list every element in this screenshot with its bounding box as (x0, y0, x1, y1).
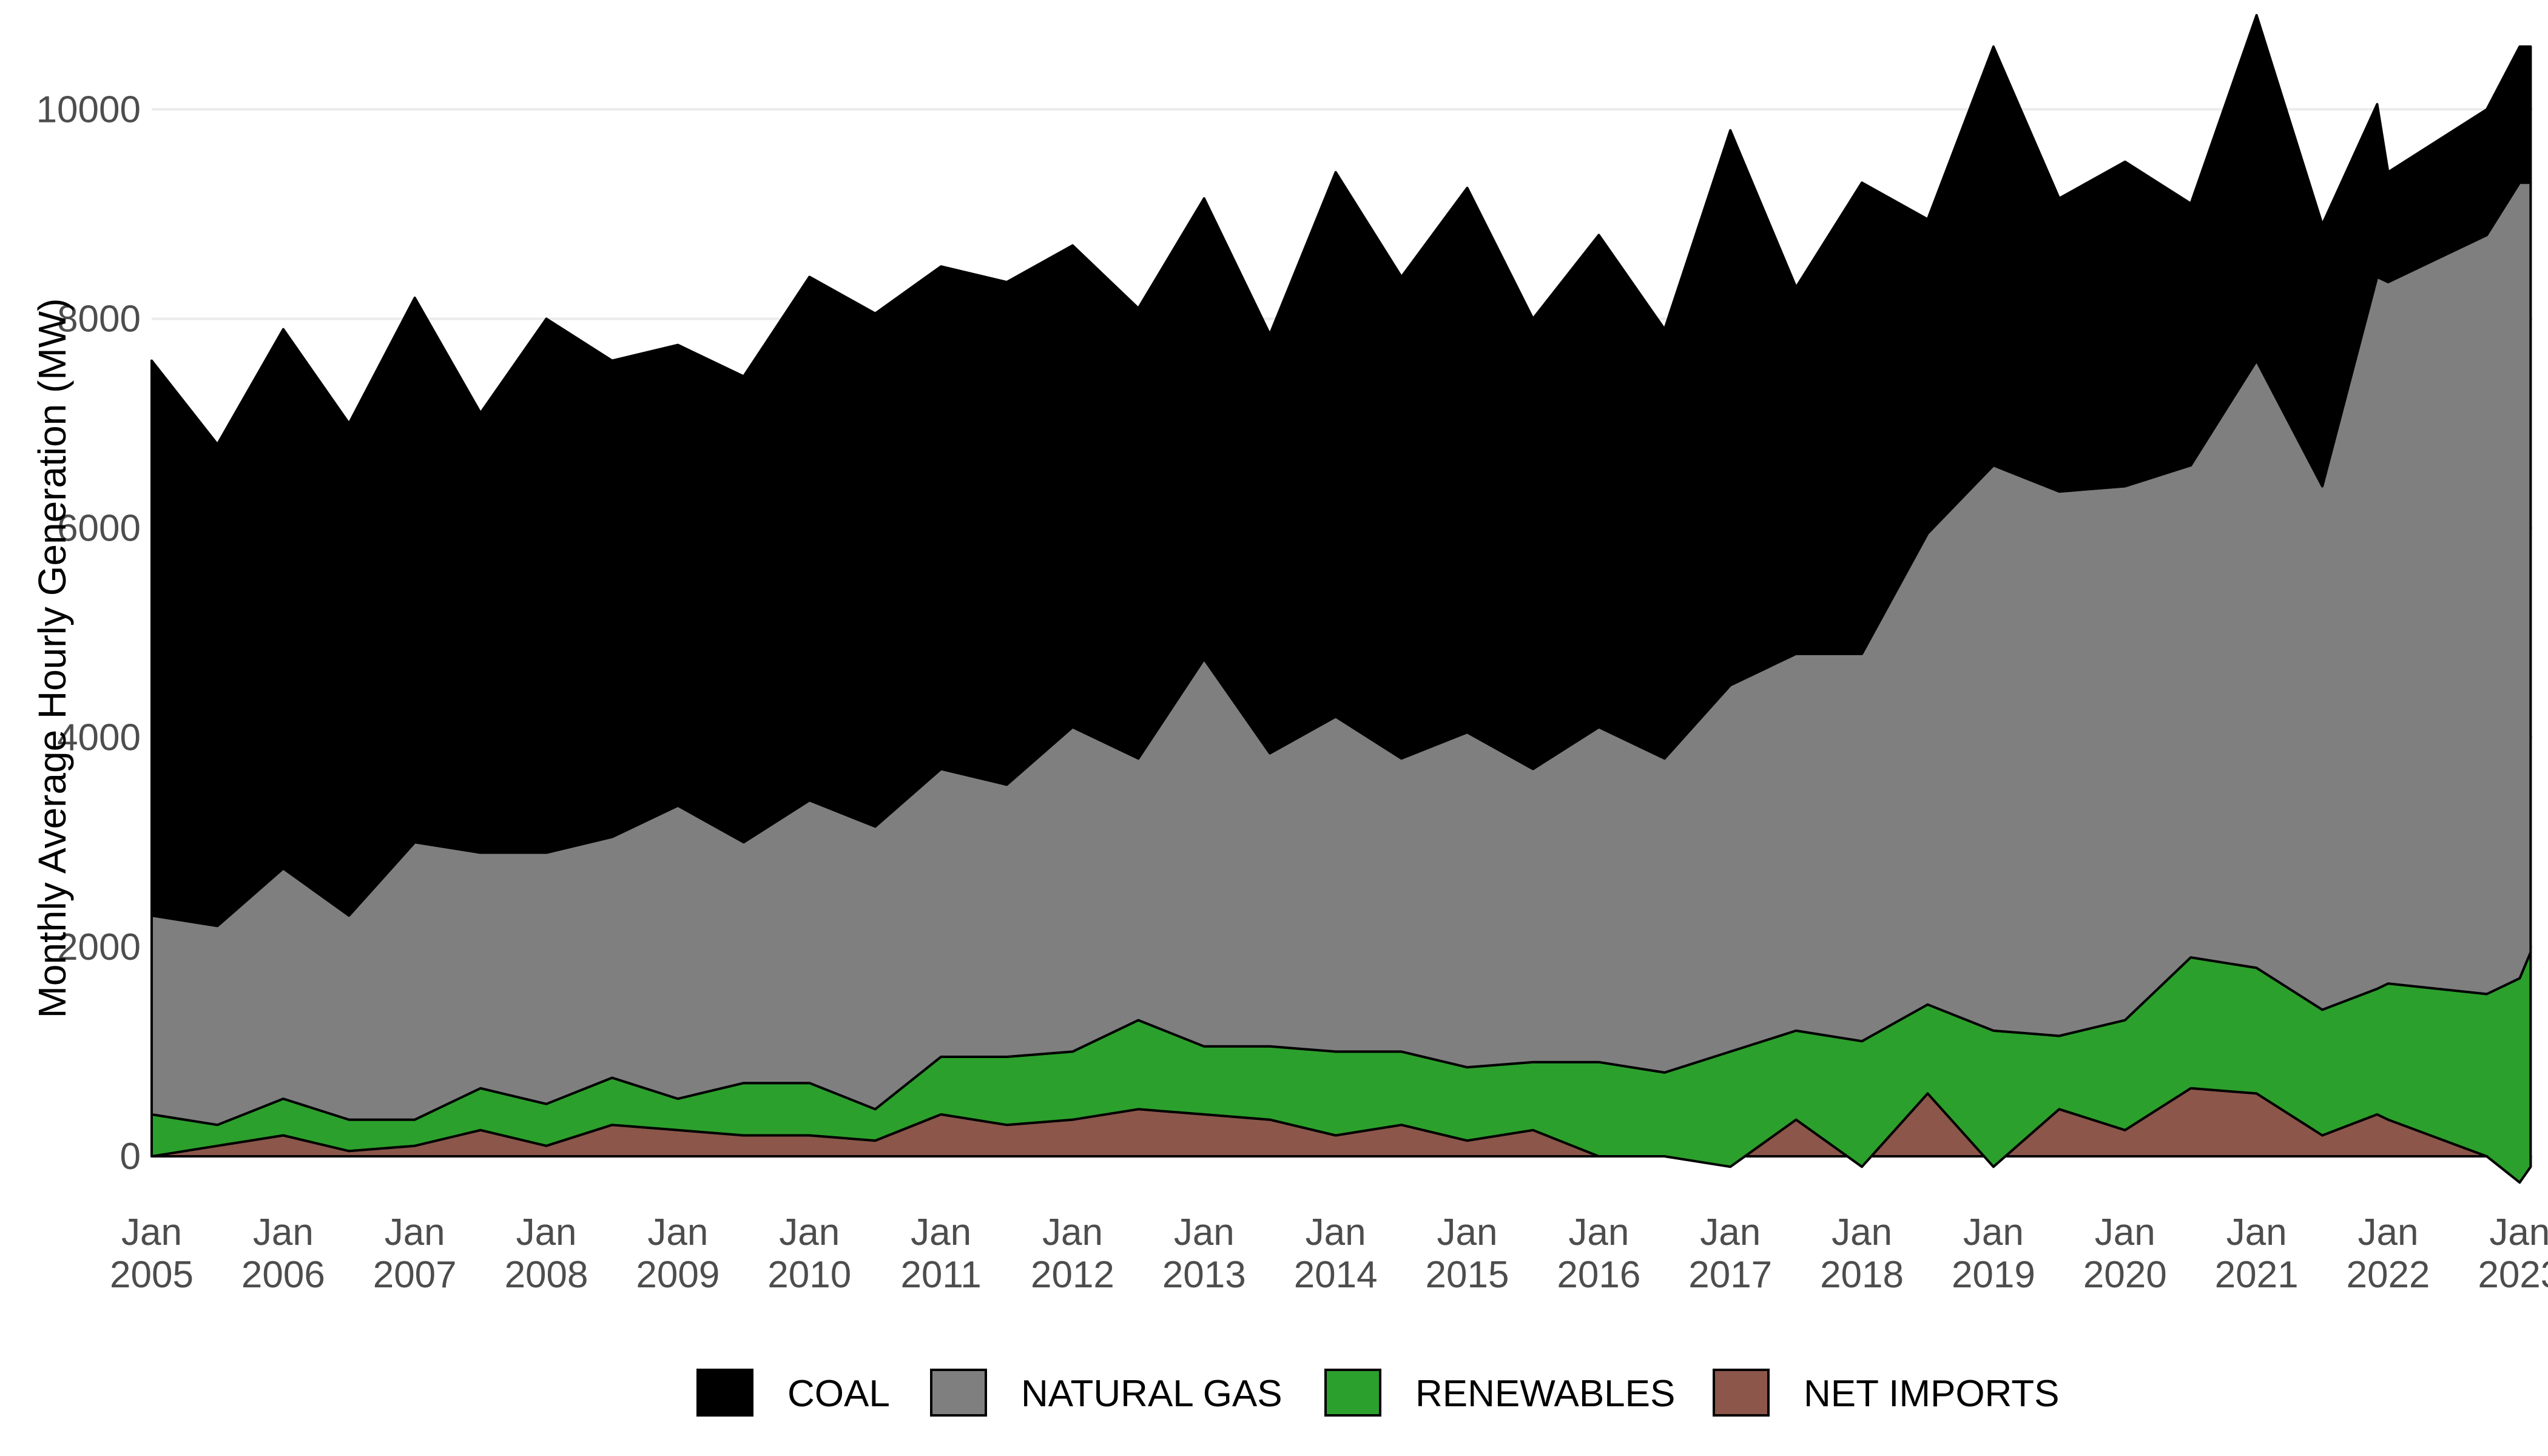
x-tick-label-year: 2016 (1557, 1254, 1640, 1296)
area-series-group (150, 14, 2532, 1184)
x-tick-label-month: Jan (2358, 1212, 2418, 1253)
x-tick-label-month: Jan (1174, 1212, 1235, 1253)
legend-label-renewables: RENEWABLES (1415, 1373, 1675, 1415)
x-tick-label-year: 2018 (1820, 1254, 1904, 1296)
x-tick-label-year: 2020 (2083, 1254, 2167, 1296)
legend: COAL NATURAL GAS RENEWABLES NET IMPORTS (696, 1369, 2059, 1417)
x-tick-label-month: Jan (1963, 1212, 2024, 1253)
x-tick-label-year: 2007 (373, 1254, 457, 1296)
x-tick-label-month: Jan (1700, 1212, 1761, 1253)
legend-key-coal (696, 1369, 753, 1417)
x-tick-label-month: Jan (1832, 1212, 1892, 1253)
area-coal (150, 14, 2532, 928)
x-tick-label-month: Jan (779, 1212, 840, 1253)
x-tick-label-month: Jan (2226, 1212, 2287, 1253)
x-tick-label-year: 2021 (2215, 1254, 2299, 1296)
x-tick-label-year: 2006 (241, 1254, 325, 1296)
x-tick-label-month: Jan (1568, 1212, 1629, 1253)
legend-label-natural-gas: NATURAL GAS (1021, 1373, 1282, 1415)
y-axis-ticks: 0 2000 4000 6000 8000 10000 (36, 89, 141, 1178)
x-tick-label-month: Jan (1042, 1212, 1103, 1253)
x-tick-label-year: 2008 (505, 1254, 588, 1296)
x-tick-label-month: Jan (385, 1212, 445, 1253)
x-tick-label-year: 2023 (2478, 1254, 2548, 1296)
x-tick-label-month: Jan (647, 1212, 708, 1253)
y-tick-label: 0 (120, 1136, 141, 1178)
x-tick-label-year: 2010 (767, 1254, 851, 1296)
x-tick-label-year: 2012 (1031, 1254, 1114, 1296)
x-tick-label-year: 2022 (2346, 1254, 2430, 1296)
legend-key-natural-gas (930, 1369, 987, 1417)
x-tick-label-year: 2017 (1688, 1254, 1772, 1296)
legend-key-renewables (1324, 1369, 1381, 1417)
y-tick-label: 8000 (57, 298, 141, 340)
x-tick-label-month: Jan (253, 1212, 314, 1253)
x-axis-ticks: Jan2005Jan2006Jan2007Jan2008Jan2009Jan20… (110, 1212, 2548, 1296)
x-tick-label-year: 2019 (1952, 1254, 2035, 1296)
x-tick-label-year: 2011 (900, 1254, 981, 1296)
x-tick-label-year: 2014 (1294, 1254, 1378, 1296)
legend-key-net-imports (1713, 1369, 1770, 1417)
x-tick-label-month: Jan (121, 1212, 182, 1253)
x-tick-label-month: Jan (2095, 1212, 2155, 1253)
x-tick-label-month: Jan (1306, 1212, 1366, 1253)
legend-label-coal: COAL (787, 1373, 890, 1415)
x-tick-label-year: 2015 (1426, 1254, 1509, 1296)
y-tick-label: 4000 (57, 717, 141, 759)
y-axis-title: Monthly Average Hourly Generation (MW) (30, 298, 74, 1019)
y-tick-label: 2000 (57, 926, 141, 968)
x-tick-label-year: 2009 (636, 1254, 720, 1296)
legend-label-net-imports: NET IMPORTS (1804, 1373, 2059, 1415)
x-tick-label-year: 2013 (1162, 1254, 1246, 1296)
x-tick-label-month: Jan (911, 1212, 971, 1253)
y-tick-label: 10000 (36, 89, 141, 130)
x-tick-label-month: Jan (2489, 1212, 2548, 1253)
x-tick-label-month: Jan (1437, 1212, 1498, 1253)
x-tick-label-month: Jan (516, 1212, 577, 1253)
x-tick-label-year: 2005 (110, 1254, 194, 1296)
y-tick-label: 6000 (57, 508, 141, 550)
